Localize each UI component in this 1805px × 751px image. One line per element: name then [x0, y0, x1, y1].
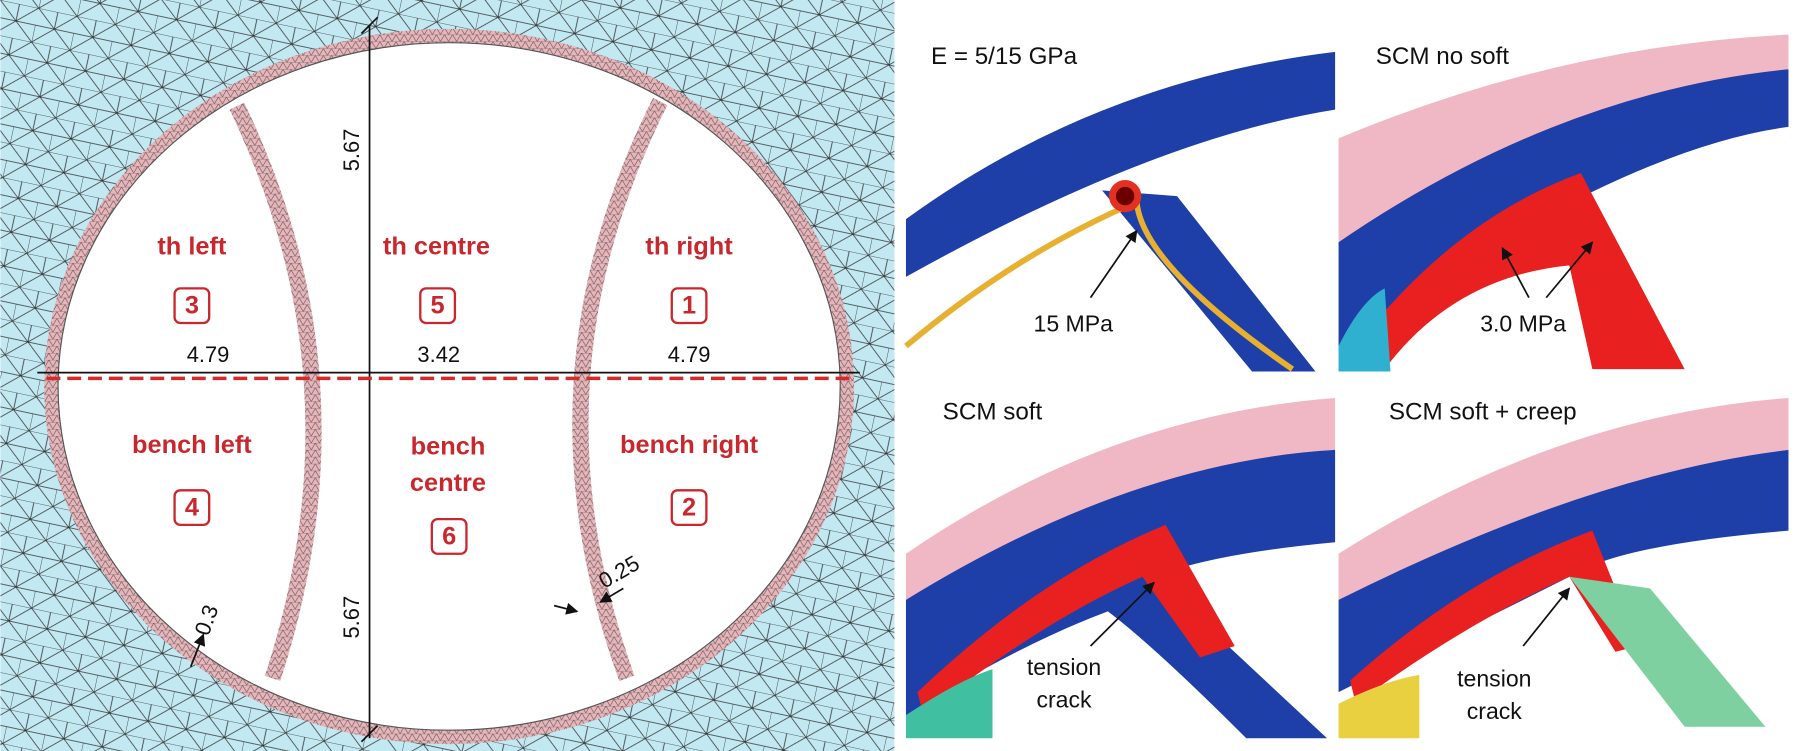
- result-panel: [1338, 386, 1789, 739]
- section-number: 6: [442, 522, 456, 550]
- panel-title: E = 5/15 GPa: [931, 43, 1078, 70]
- section-name: bench right: [620, 431, 759, 459]
- annotation: crack: [1467, 698, 1523, 724]
- dimension: 3.42: [417, 342, 460, 367]
- annotation: tension: [1457, 666, 1531, 692]
- section-name: th left: [157, 233, 227, 261]
- section-number: 4: [185, 493, 199, 521]
- annotation: 15 MPa: [1033, 310, 1113, 336]
- dimension: 5.67: [339, 596, 364, 639]
- section-name: bench: [411, 432, 486, 460]
- panel-title: SCM no soft: [1376, 43, 1510, 70]
- result-panel: [1338, 20, 1789, 373]
- dimension: 4.79: [187, 342, 230, 367]
- annotation: 3.0 MPa: [1480, 310, 1566, 336]
- section-name: bench left: [132, 431, 252, 459]
- section-number: 1: [682, 292, 696, 320]
- section-name: centre: [410, 469, 486, 497]
- panel-title: SCM soft + creep: [1389, 398, 1577, 425]
- result-panel: [905, 386, 1336, 739]
- result-panel: [904, 20, 1336, 373]
- section-number: 3: [185, 292, 199, 320]
- section-name: th centre: [383, 233, 490, 261]
- annotation: tension: [1027, 654, 1101, 680]
- section-name: th right: [645, 233, 733, 261]
- mesh-model: th left 3 th centre 5 th right 1 bench l…: [0, 0, 895, 751]
- annotation: crack: [1036, 686, 1092, 712]
- dimension: 5.67: [339, 129, 364, 172]
- section-number: 5: [431, 292, 445, 320]
- section-number: 2: [682, 493, 696, 521]
- dimension: 4.79: [668, 342, 711, 367]
- panel-title: SCM soft: [943, 398, 1043, 425]
